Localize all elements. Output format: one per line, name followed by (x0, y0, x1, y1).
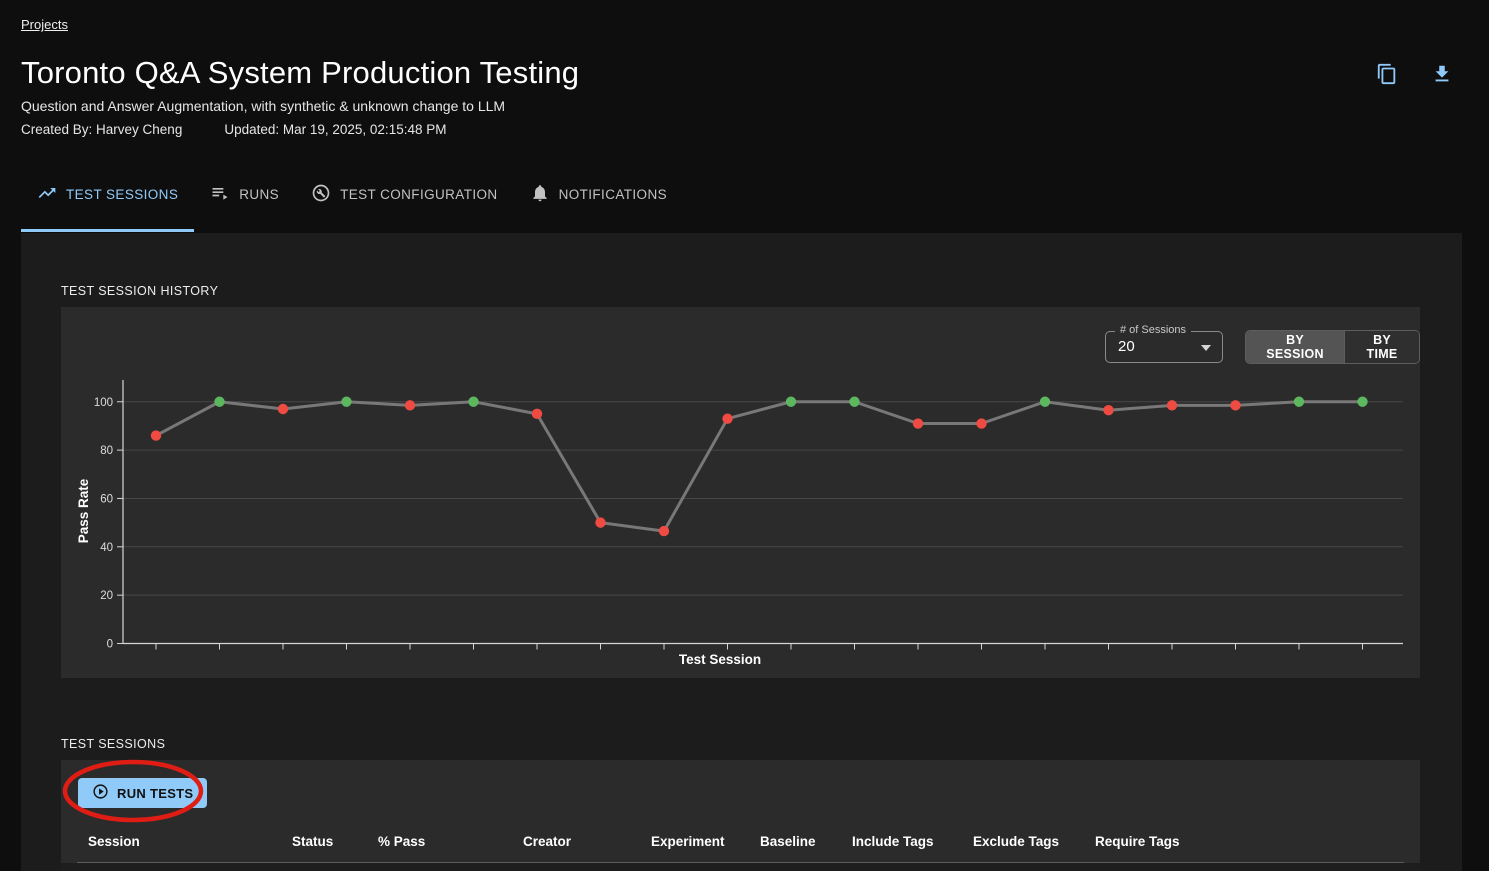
tab-label: NOTIFICATIONS (559, 187, 667, 202)
run-tests-button-label: RUN TESTS (117, 786, 193, 801)
copy-icon (1376, 73, 1398, 88)
download-button[interactable] (1429, 62, 1455, 88)
col-header-experiment: Experiment (651, 834, 725, 849)
trending-up-icon (37, 183, 57, 206)
num-sessions-select-value: 20 (1118, 338, 1135, 355)
test-sessions-table-panel: RUN TESTS Session Status % Pass Creator … (61, 760, 1420, 871)
run-tests-button[interactable]: RUN TESTS (78, 778, 207, 808)
tab-runs[interactable]: RUNS (194, 170, 295, 232)
col-header-creator: Creator (523, 834, 571, 849)
tab-test-configuration[interactable]: TEST CONFIGURATION (295, 170, 513, 232)
svg-text:20: 20 (100, 590, 113, 602)
svg-text:Pass Rate: Pass Rate (76, 478, 91, 543)
copy-button[interactable] (1374, 62, 1400, 88)
svg-text:0: 0 (107, 639, 113, 651)
col-header-exclude-tags: Exclude Tags (973, 834, 1059, 849)
meta-row: Created By: Harvey Cheng Updated: Mar 19… (21, 122, 446, 137)
tab-notifications[interactable]: NOTIFICATIONS (514, 170, 683, 232)
download-icon (1431, 73, 1453, 88)
svg-text:Test Session: Test Session (679, 652, 761, 667)
test-session-history-panel: # of Sessions 20 BY SESSION BY TIME 0 20 4… (61, 307, 1420, 678)
by-session-toggle[interactable]: BY SESSION (1246, 331, 1344, 363)
created-by-text: Created By: Harvey Cheng (21, 122, 182, 137)
page-subtitle: Question and Answer Augmentation, with s… (21, 98, 505, 114)
playlist-play-icon (210, 183, 230, 206)
col-header-baseline: Baseline (760, 834, 816, 849)
num-sessions-select-label: # of Sessions (1115, 324, 1191, 336)
page-title: Toronto Q&A System Production Testing (21, 55, 579, 91)
app-root: Projects Toronto Q&A System Production T… (0, 0, 1489, 871)
breadcrumb-projects-link[interactable]: Projects (21, 17, 68, 32)
svg-text:100: 100 (94, 397, 113, 409)
col-header-include-tags: Include Tags (852, 834, 934, 849)
tab-bar: TEST SESSIONS RUNS TEST CONFIGURATION NO… (21, 170, 683, 232)
by-time-toggle[interactable]: BY TIME (1344, 331, 1419, 363)
col-header-pct-pass: % Pass (378, 834, 425, 849)
col-header-status: Status (292, 834, 333, 849)
col-header-session: Session (88, 834, 140, 849)
table-row (61, 863, 1420, 871)
chevron-down-icon (1201, 345, 1211, 351)
num-sessions-select[interactable]: # of Sessions 20 (1105, 331, 1223, 363)
tab-label: RUNS (239, 187, 279, 202)
tab-label: TEST SESSIONS (66, 187, 178, 202)
col-header-require-tags: Require Tags (1095, 834, 1180, 849)
chart-mode-toggle: BY SESSION BY TIME (1245, 330, 1420, 364)
svg-text:40: 40 (100, 542, 113, 554)
test-sessions-section: TEST SESSION HISTORY # of Sessions 20 BY… (21, 233, 1462, 871)
build-circle-icon (311, 183, 331, 206)
svg-text:80: 80 (100, 445, 113, 457)
tab-test-sessions[interactable]: TEST SESSIONS (21, 170, 194, 232)
play-circle-icon (92, 783, 109, 803)
updated-text: Updated: Mar 19, 2025, 02:15:48 PM (224, 122, 446, 137)
test-sessions-label: TEST SESSIONS (61, 737, 165, 751)
test-session-history-label: TEST SESSION HISTORY (61, 284, 218, 298)
svg-text:60: 60 (100, 493, 113, 505)
tab-label: TEST CONFIGURATION (340, 187, 497, 202)
bell-icon (530, 183, 550, 206)
